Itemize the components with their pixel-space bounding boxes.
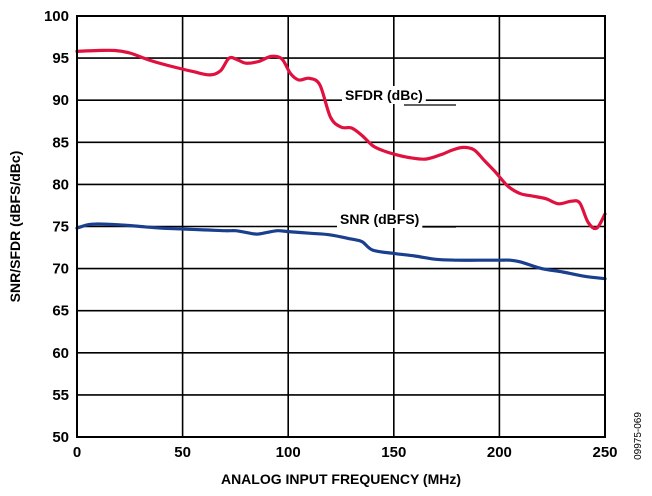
plot-frame (76, 15, 606, 438)
figure-id-label: 09975-069 (633, 412, 644, 460)
x-axis-title: ANALOG INPUT FREQUENCY (MHz) (221, 471, 461, 487)
y-axis-title: SNR/SFDR (dBFS/dBc) (7, 151, 23, 303)
snr-dbfs-line (75, 222, 607, 281)
y-tick-label: 60 (52, 345, 69, 362)
y-tick-label: 80 (52, 176, 69, 193)
y-tick-label: 55 (52, 387, 69, 404)
y-tick-label: 90 (52, 92, 69, 109)
y-tick-label: 100 (44, 8, 69, 25)
snr-dbfs-label-background (337, 210, 423, 228)
x-tick-labels: 0 50 100 150 200 250 (73, 444, 618, 461)
x-tick-label: 250 (592, 444, 617, 461)
y-tick-label: 65 (52, 303, 69, 320)
x-tick-label: 50 (174, 444, 191, 461)
x-tick-label: 100 (276, 444, 301, 461)
y-tick-label: 75 (52, 219, 69, 236)
series-lines (75, 48, 607, 281)
sfdr-dbc-label-background (342, 86, 426, 104)
sfdr-dbc-line (75, 48, 607, 231)
x-tick-label: 200 (487, 444, 512, 461)
x-tick-label: 150 (381, 444, 406, 461)
y-tick-label: 95 (52, 50, 69, 67)
snr-dbfs-label: SNR (dBFS) (340, 211, 419, 227)
x-tick-label: 0 (73, 444, 81, 461)
y-tick-label: 85 (52, 134, 69, 151)
y-tick-label: 70 (52, 261, 69, 278)
y-tick-labels: 50 55 60 65 70 75 80 85 90 95 100 (44, 8, 69, 446)
sfdr-dbc-label: SFDR (dBc) (345, 87, 423, 103)
y-tick-label: 50 (52, 429, 69, 446)
series-labels: SFDR (dBc) SNR (dBFS) (337, 86, 456, 228)
